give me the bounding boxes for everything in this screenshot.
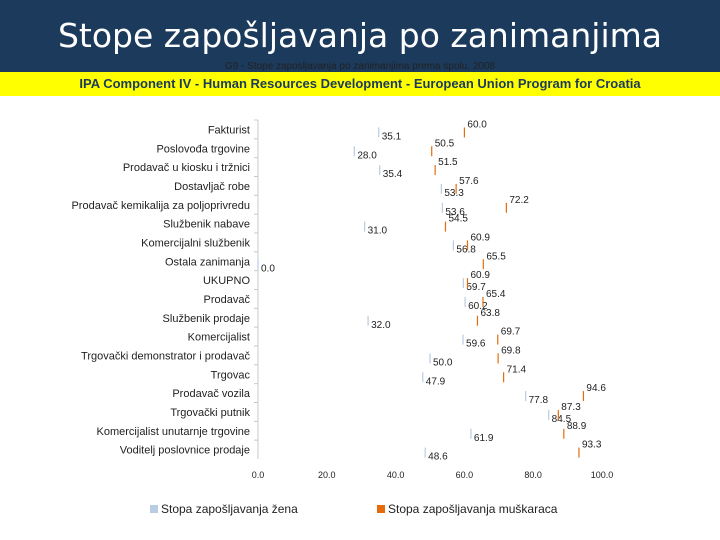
category-label-poslovoda-trgovine: Poslovođa trgovine [156, 143, 250, 155]
x-tick-label-4: 80.0 [524, 470, 542, 480]
chart-subtitle: G9 - Stope zaposljavanja po zanimanjima … [224, 61, 496, 72]
category-label-prodavac-u-kiosku-i-trznici: Prodavač u kiosku i tržnici [123, 162, 250, 174]
data-label-women-komercijalist: 59.6 [466, 339, 486, 350]
data-label-women-prodavac-vozila: 77.8 [529, 395, 549, 406]
category-label-prodavac-vozila: Prodavač vozila [172, 388, 251, 400]
data-label-men-trgovac: 71.4 [507, 364, 527, 375]
data-label-women-trgovac: 47.9 [426, 376, 446, 387]
data-label-women-ukupno: 59.7 [466, 282, 486, 293]
data-label-men-trgovacki-putnik: 87.3 [561, 402, 581, 413]
data-label-women-prodavac: 60.2 [468, 301, 488, 312]
data-label-women-sluzbenik-prodaje: 32.0 [371, 320, 391, 331]
data-label-men-voditelj-poslovnice-prodaje: 93.3 [582, 440, 602, 451]
legend-swatch-women [150, 504, 158, 513]
program-banner-text: IPA Component IV - Human Resources Devel… [79, 76, 641, 91]
data-label-men-prodavac-u-kiosku-i-trznici: 51.5 [438, 157, 458, 168]
category-label-trgovacki-demonstrator-i-prodavac: Trgovački demonstrator i prodavač [81, 350, 250, 362]
category-label-prodavac: Prodavač [204, 294, 251, 306]
x-tick-label-0: 0.0 [252, 470, 265, 480]
data-label-men-dostavljac-robe: 57.6 [459, 176, 479, 187]
data-label-men-fakturist: 60.0 [467, 119, 487, 130]
category-label-komercijalist: Komercijalist [188, 332, 250, 344]
data-label-women-dostavljac-robe: 53.3 [444, 188, 464, 199]
data-label-men-komercijalist-unutarnje-trgovine: 88.9 [567, 421, 587, 432]
data-label-men-prodavac: 65.4 [486, 289, 506, 300]
data-label-men-ostala-zanimanja: 65.5 [486, 251, 506, 262]
category-label-sluzbenik-nabave: Službenik nabave [163, 219, 250, 231]
category-label-trgovac: Trgovac [211, 369, 251, 381]
category-label-ukupno: UKUPNO [203, 275, 251, 287]
category-label-ostala-zanimanja: Ostala zanimanja [165, 256, 251, 268]
category-label-dostavljac-robe: Dostavljač robe [174, 181, 250, 193]
legend-item-women: Stopa zapošljavanja žena [150, 501, 298, 517]
data-label-women-prodavac-u-kiosku-i-trznici: 35.4 [383, 169, 403, 180]
category-label-fakturist: Fakturist [208, 124, 250, 136]
x-tick-label-2: 40.0 [387, 470, 405, 480]
data-label-women-ostala-zanimanja: 0.0 [261, 263, 275, 274]
legend-item-men: Stopa zapošljavanja muškaraca [377, 501, 557, 517]
title-bar [0, 0, 720, 76]
data-label-men-sluzbenik-prodaje: 63.8 [480, 308, 500, 319]
employment-rate-chart: Fakturist Poslovođa trgovine Prodavač u ki… [71, 119, 614, 480]
data-label-women-prodavac-kemikalija-za-poljoprivredu: 53.6 [445, 207, 465, 218]
category-label-komercijalist-unutarnje-trgovine: Komercijalist unutarnje trgovine [97, 426, 250, 438]
data-label-women-trgovacki-demonstrator-i-prodavac: 50.0 [433, 357, 453, 368]
data-label-men-komercijalist: 69.7 [501, 327, 521, 338]
category-label-voditelj-poslovnice-prodaje: Voditelj poslovnice prodaje [120, 445, 250, 457]
data-label-men-prodavac-vozila: 94.6 [586, 383, 606, 394]
x-tick-label-3: 60.0 [456, 470, 474, 480]
program-banner [0, 72, 720, 96]
data-label-women-komercijalist-unutarnje-trgovine: 61.9 [474, 433, 494, 444]
x-tick-label-1: 20.0 [318, 470, 336, 480]
data-label-men-sluzbenik-nabave: 54.5 [448, 214, 468, 225]
x-tick-label-5: 100.0 [591, 470, 614, 480]
category-label-komercijalni-sluzbenik: Komercijalni službenik [141, 237, 250, 249]
data-label-women-sluzbenik-nabave: 31.0 [368, 226, 388, 237]
category-label-prodavac-kemikalija-za-poljoprivredu: Prodavač kemikalija za poljoprivredu [71, 200, 250, 212]
data-label-women-komercijalni-sluzbenik: 56.8 [456, 244, 476, 255]
data-label-men-trgovacki-demonstrator-i-prodavac: 69.8 [501, 345, 521, 356]
data-label-men-ukupno: 60.9 [470, 270, 490, 281]
data-label-women-fakturist: 35.1 [382, 131, 402, 142]
data-label-men-komercijalni-sluzbenik: 60.9 [470, 232, 490, 243]
data-label-men-poslovoda-trgovine: 50.5 [435, 138, 455, 149]
legend-swatch-men [377, 504, 385, 513]
data-label-women-poslovoda-trgovine: 28.0 [357, 150, 377, 161]
legend-label-men: Stopa zapošljavanja muškaraca [388, 501, 558, 516]
category-label-trgovacki-putnik: Trgovački putnik [170, 407, 250, 419]
legend-label-women: Stopa zapošljavanja žena [161, 501, 298, 516]
data-label-men-prodavac-kemikalija-za-poljoprivredu: 72.2 [509, 195, 529, 206]
page-title: Stope zapošljavanja po zanimanjima [57, 16, 663, 55]
category-label-sluzbenik-prodaje: Službenik prodaje [163, 313, 250, 325]
data-label-women-voditelj-poslovnice-prodaje: 48.6 [428, 452, 448, 463]
data-label-women-trgovacki-putnik: 84.5 [552, 414, 572, 425]
